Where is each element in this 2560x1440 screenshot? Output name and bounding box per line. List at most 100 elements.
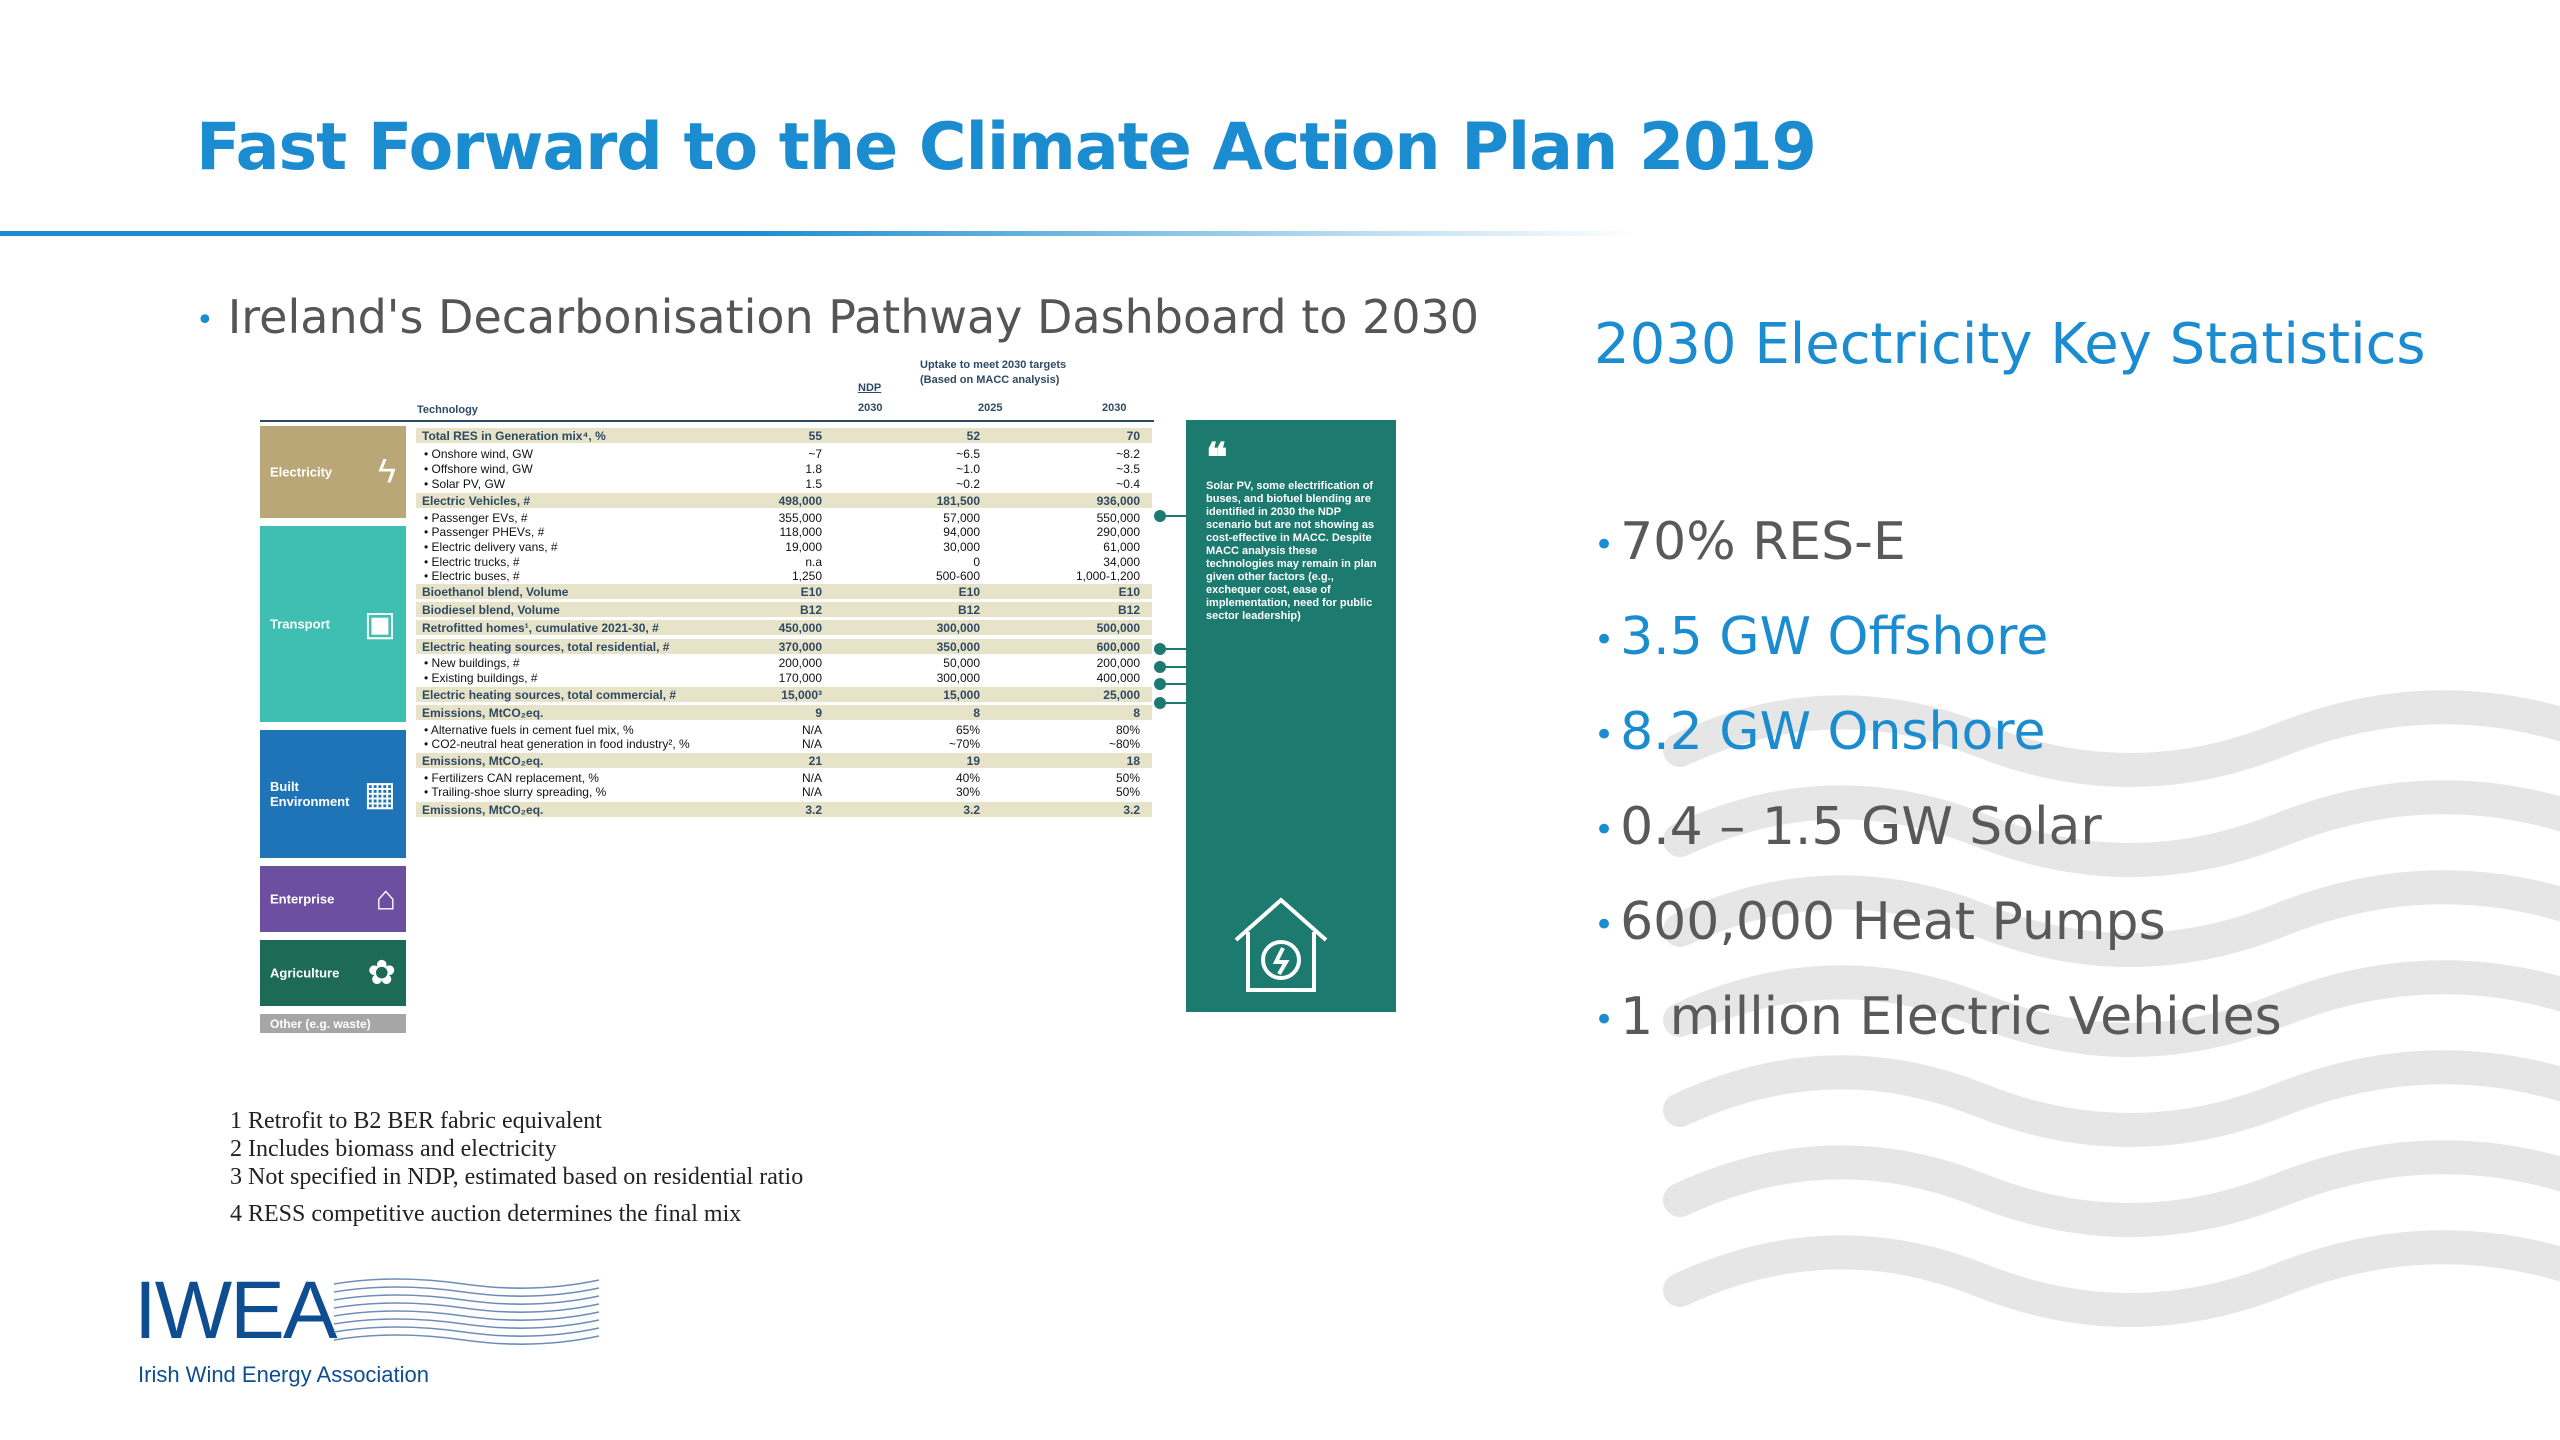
slide-title: Fast Forward to the Climate Action Plan … <box>196 110 1817 185</box>
row-value-ndp: 118,000 <box>779 525 823 539</box>
row-label: • New buildings, # <box>424 656 520 670</box>
footnote-2: 2 Includes biomass and electricity <box>230 1136 557 1162</box>
row-value-2025: 0 <box>973 555 980 569</box>
row-value-2030: 80% <box>1115 723 1140 737</box>
logo-subtitle: Irish Wind Energy Association <box>138 1362 430 1387</box>
row-value-2025: 3.2 <box>963 803 980 817</box>
row-value-ndp: 498,000 <box>778 494 822 508</box>
category-other: Other (e.g. waste) <box>260 1014 406 1033</box>
stat-item: • 0.4 – 1.5 GW Solar <box>1594 781 2282 876</box>
quote-connector <box>1154 697 1186 709</box>
header-2030: 2030 <box>1102 402 1127 414</box>
row-value-2025: 94,000 <box>943 525 980 539</box>
right-heading: 2030 Electricity Key Statistics <box>1594 312 2426 377</box>
row-value-2025: 8 <box>973 706 980 720</box>
row-label: Electric Vehicles, # <box>422 494 531 508</box>
row-value-ndp: N/A <box>801 785 822 799</box>
dashboard-summary-row: Bioethanol blend, Volume E10 E10 E10 <box>416 584 1152 599</box>
footnote-1: 1 Retrofit to B2 BER fabric equivalent <box>230 1108 602 1134</box>
dashboard-detail-row: • Existing buildings, # 170,000 300,000 400… <box>416 670 1152 685</box>
dashboard-detail-row: • Onshore wind, GW ~7 ~6.5 ~8.2 <box>416 446 1152 461</box>
row-value-2025: 19 <box>966 754 980 768</box>
dashboard-detail-row: • New buildings, # 200,000 50,000 200,000 <box>416 655 1152 670</box>
row-value-ndp: B12 <box>799 603 822 617</box>
row-value-2030: 500,000 <box>1096 621 1140 635</box>
row-value-ndp: E10 <box>800 585 822 599</box>
dashboard-detail-row: • Alternative fuels in cement fuel mix, … <box>416 722 1152 737</box>
row-value-2025: 50,000 <box>943 656 980 670</box>
row-value-ndp: 21 <box>808 754 822 768</box>
bullet-dot: • <box>1594 620 1615 660</box>
row-value-ndp: 3.2 <box>805 803 822 817</box>
bullet-dot: • <box>1594 525 1615 565</box>
stat-item: • 3.5 GW Offshore <box>1594 591 2282 686</box>
row-value-2025: ~0.2 <box>956 477 980 491</box>
footnotes: 1 Retrofit to B2 BER fabric equivalent 2… <box>230 1107 803 1228</box>
row-value-2030: B12 <box>1117 603 1140 617</box>
footnote-4: 4 RESS competitive auction determines th… <box>230 1201 742 1227</box>
dashboard-summary-row: Electric heating sources, total commerci… <box>416 687 1152 702</box>
category-label: Agriculture <box>270 965 340 981</box>
row-label: • Solar PV, GW <box>424 477 506 491</box>
header-uptake-sub: (Based on MACC analysis) <box>920 374 1060 386</box>
bullet-dot: • <box>1594 1000 1615 1040</box>
header-rule <box>260 420 1154 422</box>
row-value-2025: ~1.0 <box>956 462 980 476</box>
category-enterprise: Enterprise ⌂ <box>260 866 406 932</box>
category-electricity: Electricity ϟ <box>260 426 406 518</box>
row-label: Electric heating sources, total commerci… <box>422 688 677 702</box>
plant-icon: ✿ <box>367 954 397 992</box>
row-value-2030: 600,000 <box>1096 640 1140 654</box>
category-label: Other (e.g. waste) <box>270 1016 371 1031</box>
row-value-2025: 500-600 <box>935 569 980 583</box>
category-transport: Transport ▣ <box>260 526 406 722</box>
dashboard-detail-row: • Offshore wind, GW 1.8 ~1.0 ~3.5 <box>416 461 1152 476</box>
row-value-2030: 70 <box>1126 429 1140 443</box>
row-value-2025: 65% <box>955 723 980 737</box>
category-label: Electricity <box>270 464 333 480</box>
dashboard-summary-row: Electric Vehicles, # 498,000 181,500 936,00… <box>416 493 1152 508</box>
row-value-2030: 550,000 <box>1096 511 1140 525</box>
row-value-2030: 290,000 <box>1096 525 1140 539</box>
stat-text: 600,000 Heat Pumps <box>1620 892 2166 952</box>
row-label: • Existing buildings, # <box>424 671 538 685</box>
row-value-2025: 52 <box>966 429 980 443</box>
category-label: Enterprise <box>270 891 335 907</box>
row-value-2025: 30,000 <box>943 540 980 554</box>
quote-panel: ❝ Solar PV, some electrification of buse… <box>1186 420 1396 1012</box>
bullet-dot: • <box>1594 715 1615 755</box>
row-label: • Offshore wind, GW <box>424 462 533 476</box>
dashboard-detail-row: • Solar PV, GW 1.5 ~0.2 ~0.4 <box>416 476 1152 491</box>
logo-wordmark: IWEA <box>134 1265 338 1356</box>
row-value-2025: 15,000 <box>943 688 980 702</box>
dashboard-summary-row: Total RES in Generation mix⁴, % 55 52 70 <box>416 428 1152 443</box>
dashboard-detail-row: • Passenger EVs, # 355,000 57,000 550,000 <box>416 510 1152 525</box>
header-ndp-year: 2030 <box>858 402 883 414</box>
row-value-2030: ~0.4 <box>1116 477 1140 491</box>
row-label: • Fertilizers CAN replacement, % <box>424 771 599 785</box>
row-value-2030: 8 <box>1133 706 1140 720</box>
decarbonisation-dashboard: Technology NDP 2030 Uptake to meet 2030 … <box>250 350 1400 1050</box>
stat-text: 3.5 GW Offshore <box>1620 607 2049 667</box>
dashboard-summary-row: Electric heating sources, total resident… <box>416 639 1152 654</box>
dashboard-summary-row: Biodiesel blend, Volume B12 B12 B12 <box>416 602 1152 617</box>
row-value-ndp: ~7 <box>808 447 822 461</box>
left-bullet-text: Ireland's Decarbonisation Pathway Dashbo… <box>227 290 1480 344</box>
row-value-2025: 350,000 <box>936 640 980 654</box>
row-value-2025: ~70% <box>948 737 980 751</box>
dashboard-summary-row: Emissions, MtCO₂eq. 21 19 18 <box>416 753 1152 768</box>
row-value-ndp: 1.8 <box>805 462 822 476</box>
row-value-2025: 30% <box>955 785 980 799</box>
row-value-ndp: 200,000 <box>778 656 822 670</box>
dashboard-detail-row: • Trailing-shoe slurry spreading, % N/A 30… <box>416 784 1152 799</box>
row-value-2030: E10 <box>1118 585 1140 599</box>
bullet-dot: • <box>1594 905 1615 945</box>
row-label: Biodiesel blend, Volume <box>422 603 560 617</box>
stat-text: 1 million Electric Vehicles <box>1620 987 2282 1047</box>
factory-icon: ⌂ <box>375 879 396 918</box>
category-label: Transport <box>270 616 330 632</box>
row-value-ndp: 370,000 <box>778 640 822 654</box>
stat-text: 8.2 GW Onshore <box>1620 702 2046 762</box>
row-value-ndp: 355,000 <box>778 511 822 525</box>
footnote-3: 3 Not specified in NDP, estimated based … <box>230 1164 804 1190</box>
